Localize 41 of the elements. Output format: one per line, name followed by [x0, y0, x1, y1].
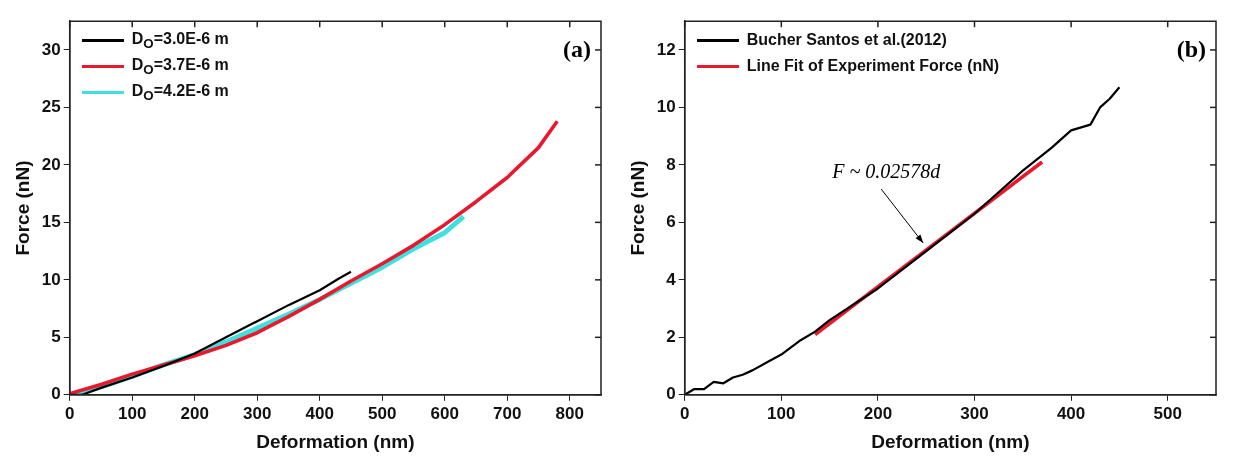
y-tick-label: 30: [41, 39, 61, 59]
y-axis-title: Force (nN): [11, 160, 33, 256]
x-tick-label: 100: [767, 403, 796, 423]
x-tick-label: 400: [305, 403, 334, 423]
x-tick-label: 300: [960, 403, 989, 423]
y-tick-label: 4: [666, 269, 677, 289]
y-tick-label: 2: [666, 327, 676, 347]
legend-label: D$_{O}$=3.7E-6 m: [131, 55, 229, 77]
legend-label: Bucher Santos et al.(2012): [746, 31, 947, 50]
y-tick-label: 8: [666, 154, 676, 174]
annotation: (a): [563, 36, 591, 63]
x-tick-label: 300: [243, 403, 272, 423]
legend-label: D$_{O}$=3.0E-6 m: [131, 29, 229, 51]
x-tick-label: 800: [555, 403, 584, 423]
x-tick-label: 200: [180, 403, 209, 423]
x-tick-label: 100: [118, 403, 147, 423]
x-axis-title: Deformation (nm): [871, 430, 1030, 452]
x-axis-title: Deformation (nm): [256, 430, 415, 452]
x-tick-label: 0: [64, 403, 75, 423]
y-axis-title: Force (nN): [626, 160, 648, 256]
y-tick-label: 10: [656, 97, 676, 117]
x-tick-label: 200: [863, 403, 893, 423]
y-tick-label: 10: [41, 269, 61, 289]
legend-label: D$_{O}$=4.2E-6 m: [131, 81, 229, 103]
annotation: (b): [1176, 36, 1206, 63]
x-tick-label: 600: [430, 403, 459, 423]
y-tick-label: 0: [51, 384, 61, 404]
x-tick-label: 700: [493, 403, 522, 423]
y-tick-label: 5: [51, 327, 61, 347]
x-tick-label: 0: [679, 403, 690, 423]
x-tick-label: 500: [368, 403, 397, 423]
legend-label: Line Fit of Experiment Force (nN): [746, 57, 1000, 76]
y-tick-label: 6: [666, 212, 676, 232]
y-tick-label: 12: [656, 39, 676, 59]
x-tick-label: 400: [1056, 403, 1086, 423]
y-tick-label: 20: [41, 154, 61, 174]
y-tick-label: 25: [41, 97, 61, 117]
y-tick-label: 15: [41, 212, 61, 232]
y-tick-label: 0: [666, 384, 676, 404]
annotation: F ~ 0.02578d: [831, 160, 942, 183]
x-tick-label: 500: [1153, 403, 1182, 423]
